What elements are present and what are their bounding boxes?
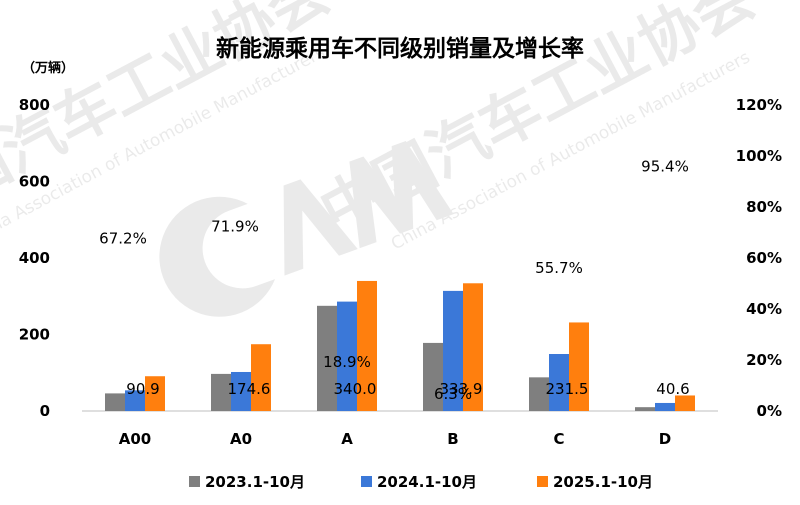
bar bbox=[357, 280, 377, 411]
y-tick-label: 400 bbox=[19, 249, 50, 267]
y2-tick-label: 20% bbox=[746, 351, 782, 369]
bar bbox=[317, 305, 337, 411]
growth-label: 6.3% bbox=[434, 385, 472, 403]
growth-label: 67.2% bbox=[99, 230, 147, 248]
bar bbox=[549, 354, 569, 411]
y-tick-label: 600 bbox=[19, 173, 50, 191]
x-tick-label: A0 bbox=[230, 430, 252, 448]
x-tick-label: A bbox=[341, 430, 353, 448]
y2-tick-label: 80% bbox=[746, 198, 782, 216]
y-axis-unit-label: （万辆） bbox=[22, 60, 74, 76]
data-label: 340.0 bbox=[334, 380, 377, 398]
legend-label: 2025.1-10月 bbox=[553, 473, 653, 491]
bar bbox=[337, 301, 357, 411]
y-axis-left: 0 200 400 600 800 bbox=[19, 96, 50, 420]
value-labels: 90.9 174.6 340.0 333.9 231.5 40.6 bbox=[126, 380, 689, 398]
y-tick-label: 0 bbox=[40, 402, 50, 420]
bar bbox=[675, 395, 695, 411]
bar bbox=[105, 393, 125, 411]
growth-label: 71.9% bbox=[211, 218, 259, 236]
y-tick-label: 800 bbox=[19, 96, 50, 114]
data-label: 333.9 bbox=[440, 380, 483, 398]
legend-swatch bbox=[361, 476, 372, 487]
growth-labels: 67.2% 71.9% 18.9% 6.3% 55.7% 95.4% bbox=[99, 158, 689, 403]
growth-label: 55.7% bbox=[535, 259, 583, 277]
y-axis-right: 0% 20% 40% 60% 80% 100% 120% bbox=[736, 96, 782, 420]
bar bbox=[443, 290, 463, 411]
y2-tick-label: 120% bbox=[736, 96, 782, 114]
growth-label: 18.9% bbox=[323, 353, 371, 371]
x-tick-label: D bbox=[659, 430, 671, 448]
data-label: 174.6 bbox=[228, 380, 271, 398]
bar bbox=[423, 342, 443, 411]
bar bbox=[145, 376, 165, 411]
x-tick-label: A00 bbox=[119, 430, 151, 448]
legend-swatch bbox=[537, 476, 548, 487]
bar bbox=[231, 371, 251, 411]
bar bbox=[635, 407, 655, 411]
x-tick-label: B bbox=[447, 430, 458, 448]
data-label: 40.6 bbox=[656, 380, 689, 398]
chart-title: 新能源乘用车不同级别销量及增长率 bbox=[216, 35, 584, 62]
x-axis-categories: A00 A0 A B C D bbox=[119, 430, 671, 448]
y2-tick-label: 40% bbox=[746, 300, 782, 318]
growth-label: 95.4% bbox=[641, 158, 689, 176]
legend-label: 2024.1-10月 bbox=[377, 473, 477, 491]
bar bbox=[211, 373, 231, 411]
bar bbox=[125, 390, 145, 411]
legend: 2023.1-10月 2024.1-10月 2025.1-10月 bbox=[189, 473, 653, 491]
bar bbox=[529, 377, 549, 411]
y2-tick-label: 60% bbox=[746, 249, 782, 267]
watermark-logo bbox=[159, 141, 454, 317]
bar bbox=[463, 283, 483, 411]
x-tick-label: C bbox=[553, 430, 564, 448]
y-tick-label: 200 bbox=[19, 326, 50, 344]
y2-tick-label: 0% bbox=[757, 402, 782, 420]
legend-label: 2023.1-10月 bbox=[205, 473, 305, 491]
bar bbox=[251, 344, 271, 411]
data-label: 90.9 bbox=[126, 380, 159, 398]
bar bbox=[655, 402, 675, 411]
data-label: 231.5 bbox=[546, 380, 589, 398]
bars bbox=[105, 280, 695, 411]
y2-tick-label: 100% bbox=[736, 147, 782, 165]
bar bbox=[569, 322, 589, 411]
legend-swatch bbox=[189, 476, 200, 487]
